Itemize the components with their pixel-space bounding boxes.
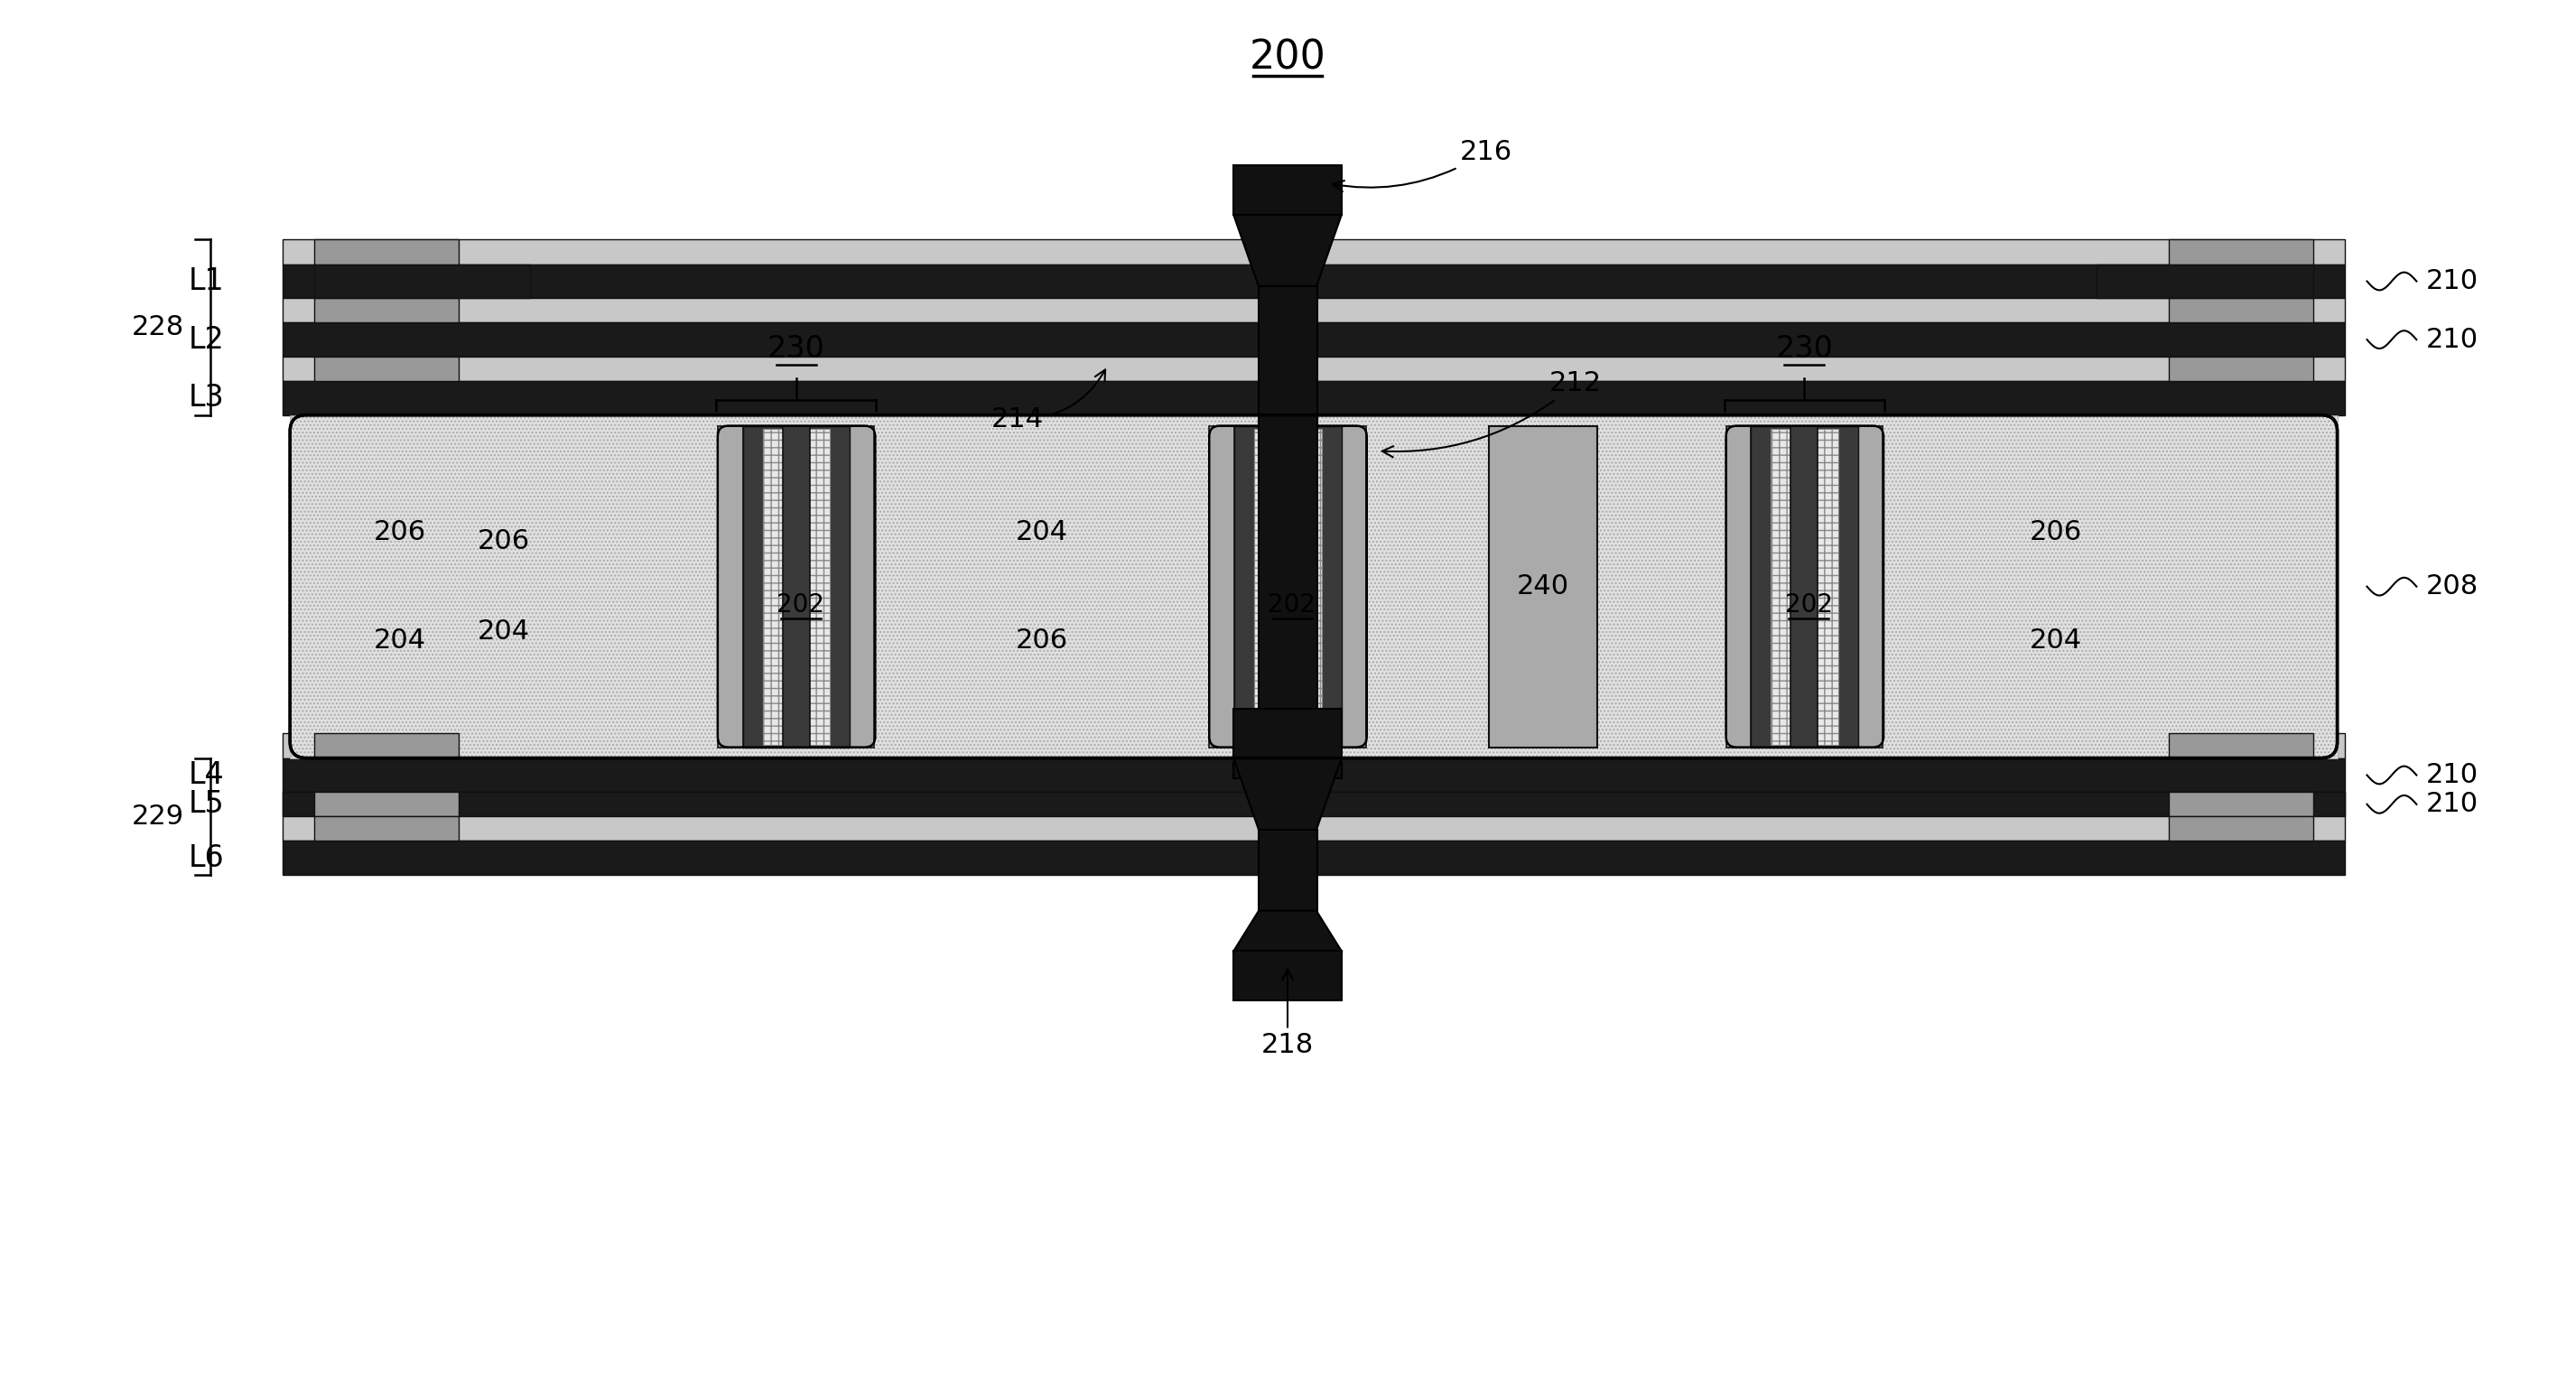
Text: L5: L5 [188, 789, 224, 819]
Bar [1752, 425, 1857, 748]
Bar [283, 733, 2344, 758]
Bar [283, 381, 2344, 416]
Text: 230: 230 [768, 334, 824, 364]
Bar [1234, 165, 1342, 215]
Bar [291, 416, 2336, 758]
Text: 218: 218 [1262, 970, 1314, 1058]
Polygon shape [1234, 215, 1342, 287]
Bar [314, 816, 459, 841]
Bar [283, 816, 2344, 841]
Text: L4: L4 [188, 760, 224, 789]
Text: 216: 216 [1332, 138, 1512, 191]
Bar [1770, 428, 1839, 745]
Bar [283, 357, 2344, 381]
Bar [1857, 425, 1883, 748]
Bar [2169, 357, 2313, 381]
Bar [314, 357, 459, 381]
Text: 210: 210 [2427, 327, 2478, 353]
Bar [283, 841, 2344, 875]
Text: 210: 210 [2427, 791, 2478, 817]
Bar [283, 792, 2344, 816]
Text: L2: L2 [188, 324, 224, 355]
Bar [1340, 425, 1365, 748]
Text: L3: L3 [188, 384, 224, 413]
Text: L6: L6 [188, 843, 224, 873]
Bar [1726, 425, 1752, 748]
Bar [283, 792, 2344, 816]
Text: 214: 214 [992, 370, 1105, 432]
Bar [2169, 816, 2313, 841]
Bar [783, 425, 809, 748]
Bar [762, 428, 829, 745]
Text: 210: 210 [2427, 269, 2478, 295]
Text: 206: 206 [477, 529, 531, 555]
Polygon shape [1234, 911, 1342, 951]
Bar [1260, 830, 1316, 911]
Bar [283, 240, 2344, 265]
Polygon shape [1234, 758, 1342, 830]
Bar [2169, 792, 2313, 816]
Bar [283, 265, 2344, 298]
Bar [314, 792, 459, 816]
Polygon shape [1234, 722, 1342, 763]
Text: 202: 202 [1785, 591, 1832, 618]
Bar [1275, 425, 1301, 748]
Text: 229: 229 [131, 803, 183, 830]
Text: 202: 202 [1267, 591, 1316, 618]
Text: 202: 202 [775, 591, 824, 618]
Text: 204: 204 [477, 618, 531, 644]
Bar [2169, 240, 2313, 265]
Text: 204: 204 [1015, 519, 1069, 546]
Bar [2169, 733, 2313, 758]
Bar [1234, 951, 1342, 1000]
Bar [1234, 763, 1342, 778]
Bar [719, 425, 742, 748]
Bar [1208, 425, 1234, 748]
Text: 212: 212 [1383, 371, 1602, 457]
Bar [2097, 265, 2313, 298]
Text: 206: 206 [2030, 519, 2081, 546]
Text: 210: 210 [2427, 762, 2478, 788]
Bar [283, 298, 2344, 323]
Text: 208: 208 [2427, 573, 2478, 600]
Bar [314, 265, 531, 298]
Text: 204: 204 [2030, 627, 2081, 654]
Bar [742, 425, 850, 748]
Bar [1234, 425, 1342, 748]
Bar [1260, 287, 1316, 722]
Text: 240: 240 [1517, 573, 1569, 600]
Bar [1255, 428, 1321, 745]
Text: 228: 228 [131, 314, 183, 341]
Bar [283, 758, 2344, 792]
Bar [314, 240, 459, 265]
Bar [850, 425, 873, 748]
Text: L1: L1 [188, 266, 224, 296]
Text: 204: 204 [374, 627, 425, 654]
Bar [1790, 425, 1819, 748]
Bar [1489, 425, 1597, 748]
Bar [2169, 298, 2313, 323]
Text: 206: 206 [374, 519, 425, 546]
Text: 206: 206 [1015, 627, 1069, 654]
Bar [314, 733, 459, 758]
Text: 230: 230 [1775, 334, 1834, 364]
Bar [314, 298, 459, 323]
Bar [1234, 709, 1342, 758]
Text: 200: 200 [1249, 39, 1327, 78]
Bar [283, 323, 2344, 357]
